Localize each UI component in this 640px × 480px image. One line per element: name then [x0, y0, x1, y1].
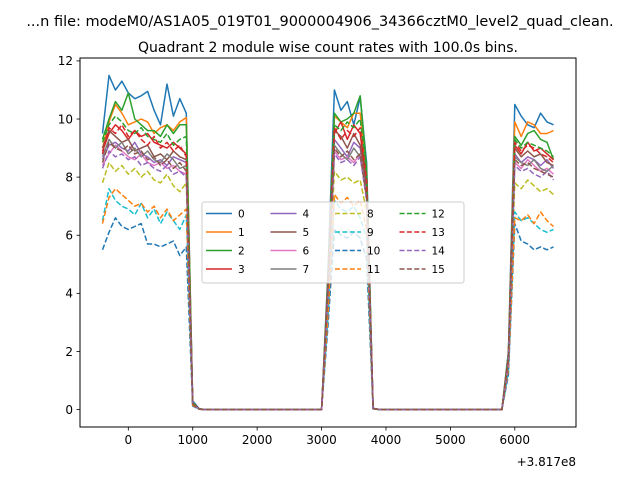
y-tick-label: 0 [65, 403, 73, 417]
legend-label-2: 2 [238, 245, 245, 257]
x-tick-label: 2000 [242, 433, 273, 447]
y-tick-label: 8 [65, 170, 73, 184]
legend-label-4: 4 [303, 208, 310, 220]
y-tick-label: 10 [58, 112, 73, 126]
legend-box [201, 201, 465, 284]
legend-label-14: 14 [432, 245, 446, 257]
x-offset-label: +3.817e8 [517, 455, 576, 469]
legend-label-10: 10 [367, 245, 380, 257]
legend-label-9: 9 [367, 227, 374, 239]
series-line-15 [101, 141, 554, 411]
legend-label-5: 5 [303, 227, 310, 239]
x-tick-label: 6000 [500, 433, 531, 447]
x-tick-label: 4000 [371, 433, 402, 447]
x-tick-label: 3000 [306, 433, 337, 447]
legend-label-0: 0 [238, 208, 245, 220]
legend-label-7: 7 [303, 264, 310, 276]
legend-label-8: 8 [367, 208, 374, 220]
y-axis: 0 2 4 6 8 10 12 [58, 54, 80, 417]
legend-label-12: 12 [432, 208, 445, 220]
legend-label-3: 3 [238, 264, 245, 276]
y-tick-label: 6 [65, 229, 73, 243]
legend-label-15: 15 [432, 264, 445, 276]
x-axis: 0 1000 2000 3000 4000 5000 6000 [124, 427, 530, 447]
legend-label-1: 1 [238, 227, 245, 239]
figure-suptitle: ...n file: modeM0/AS1A05_019T01_90000049… [26, 14, 613, 30]
legend-label-11: 11 [367, 264, 380, 276]
x-tick-label: 5000 [435, 433, 466, 447]
y-tick-label: 12 [58, 54, 73, 68]
chart-title: Quadrant 2 module wise count rates with … [138, 40, 518, 56]
legend-label-13: 13 [432, 227, 445, 239]
y-tick-label: 4 [65, 287, 73, 301]
x-tick-label: 0 [124, 433, 132, 447]
axes-frame [79, 57, 577, 428]
series-line-10 [101, 217, 554, 411]
x-tick-label: 1000 [177, 433, 208, 447]
y-tick-label: 2 [65, 345, 73, 359]
legend-label-6: 6 [303, 245, 310, 257]
